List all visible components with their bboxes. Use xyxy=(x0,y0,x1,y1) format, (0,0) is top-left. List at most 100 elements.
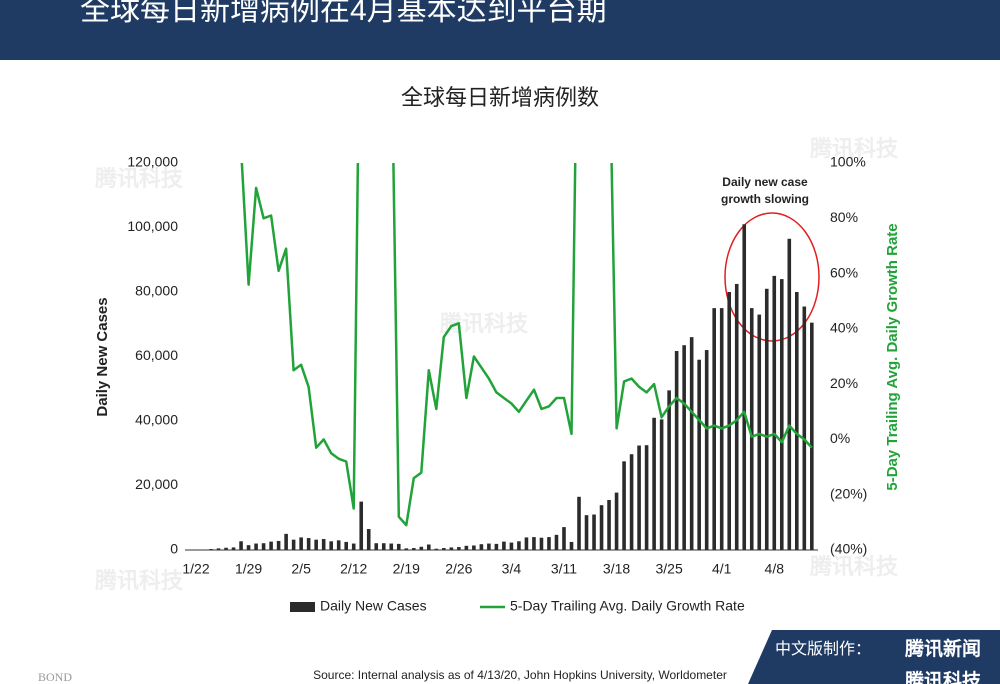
x-tick-label: 2/5 xyxy=(291,561,311,577)
bar xyxy=(539,537,544,550)
bar xyxy=(554,534,559,550)
bar xyxy=(419,546,424,550)
bar xyxy=(637,445,641,550)
y-tick-label: 20,000 xyxy=(135,476,178,492)
y2-tick-label: 0% xyxy=(830,430,850,446)
credit-banner xyxy=(748,630,1000,684)
bar xyxy=(284,533,288,550)
bar xyxy=(396,543,401,550)
bar xyxy=(569,541,574,550)
y2-tick-label: 100% xyxy=(830,154,866,170)
slide-title: 全球每日新增病例在4月基本达到平台期 xyxy=(80,0,607,27)
x-tick-label: 3/25 xyxy=(656,561,683,577)
credit-label: 中文版制作： xyxy=(775,640,871,658)
bar xyxy=(697,359,701,550)
bar xyxy=(291,539,296,550)
bar xyxy=(795,292,799,550)
growth-line xyxy=(240,163,813,527)
bar xyxy=(472,545,476,550)
source: Source: Internal analysis as of 4/13/20,… xyxy=(313,668,727,682)
legend-label: 5-Day Trailing Avg. Daily Growth Rate xyxy=(510,598,745,614)
bar xyxy=(810,322,814,550)
x-tick-label: 4/1 xyxy=(712,561,732,577)
bar xyxy=(269,541,273,550)
bar xyxy=(276,540,281,550)
bar xyxy=(299,537,303,550)
bar xyxy=(757,314,762,550)
bar xyxy=(321,539,326,550)
bar xyxy=(404,548,409,550)
highlight-circle xyxy=(724,212,820,342)
plot-area xyxy=(201,163,814,550)
bar xyxy=(712,308,716,550)
bar xyxy=(366,529,371,550)
bar xyxy=(509,542,514,550)
bar xyxy=(306,538,311,550)
bar xyxy=(629,454,634,550)
bar xyxy=(487,543,491,550)
bar xyxy=(457,547,461,550)
watermark: 腾讯科技 xyxy=(95,568,184,593)
y-axis-label: Daily New Cases xyxy=(94,297,111,416)
bar xyxy=(652,417,656,550)
bar xyxy=(224,547,228,550)
x-tick-label: 4/8 xyxy=(765,561,785,577)
x-tick-label: 3/4 xyxy=(502,561,522,577)
y-tick-label: 60,000 xyxy=(135,347,178,363)
bar xyxy=(682,345,686,550)
bar xyxy=(727,292,732,550)
bar xyxy=(336,540,341,550)
bar xyxy=(517,541,521,550)
bar xyxy=(742,224,747,550)
x-tick-label: 1/29 xyxy=(235,561,262,577)
y2-tick-label: (20%) xyxy=(830,485,867,501)
bar xyxy=(787,238,792,550)
watermark: 腾讯科技 xyxy=(810,136,899,161)
y-tick-label: 120,000 xyxy=(127,154,178,170)
bar xyxy=(427,544,431,550)
y2-tick-label: 20% xyxy=(830,375,858,391)
bar xyxy=(764,288,769,550)
bar xyxy=(351,543,356,550)
annotation: growth slowing xyxy=(721,192,809,206)
bar xyxy=(524,537,529,550)
y-tick-label: 80,000 xyxy=(135,283,178,299)
x-tick-label: 2/26 xyxy=(445,561,472,577)
bar xyxy=(607,500,611,550)
bar xyxy=(239,541,243,550)
watermark: 腾讯科技 xyxy=(95,166,184,191)
bar xyxy=(562,527,566,550)
bar xyxy=(329,541,333,550)
bar xyxy=(779,279,784,550)
chart-title: 全球每日新增病例数 xyxy=(401,85,599,110)
bar xyxy=(381,543,386,550)
bar xyxy=(216,548,221,550)
bar xyxy=(502,541,506,550)
y2-tick-label: 40% xyxy=(830,320,858,336)
bar xyxy=(442,548,446,550)
bar xyxy=(261,543,266,550)
bar xyxy=(667,390,671,550)
bar xyxy=(802,306,807,550)
x-tick-label: 1/22 xyxy=(182,561,209,577)
y-tick-label: 0 xyxy=(170,541,178,557)
bar xyxy=(584,515,589,550)
bar xyxy=(749,308,754,550)
x-tick-label: 3/11 xyxy=(551,561,577,577)
y-tick-label: 100,000 xyxy=(127,218,178,234)
bar xyxy=(592,514,596,550)
bar xyxy=(359,501,364,550)
bar xyxy=(674,351,679,550)
bar xyxy=(389,543,394,550)
watermark: 腾讯科技 xyxy=(810,554,899,579)
bar xyxy=(704,350,709,550)
bar xyxy=(734,283,739,550)
bar xyxy=(314,539,318,550)
bar xyxy=(599,505,604,550)
bar xyxy=(614,492,619,550)
credit-brand: 腾讯科技 xyxy=(904,669,982,684)
bar xyxy=(344,541,348,550)
x-tick-label: 2/12 xyxy=(340,561,367,577)
bar xyxy=(577,496,581,550)
